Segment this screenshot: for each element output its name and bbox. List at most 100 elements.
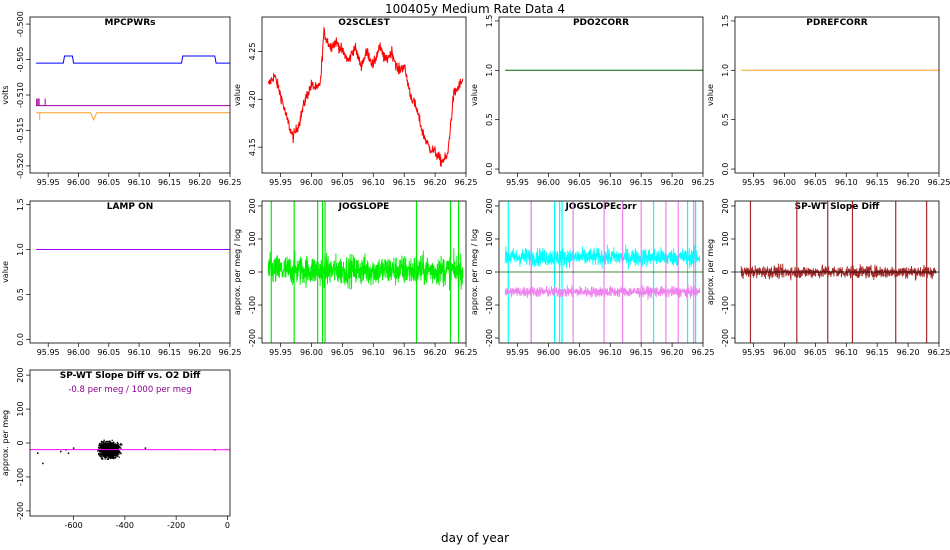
scatter-point xyxy=(118,446,120,448)
scatter-point xyxy=(111,439,113,442)
scatter-point xyxy=(107,455,110,457)
scatter-point xyxy=(100,451,102,453)
y-tick-label: -200 xyxy=(16,502,25,520)
scatter-point xyxy=(115,449,118,451)
y-tick-label: -0.505 xyxy=(16,47,25,73)
x-tick-label: 96.25 xyxy=(219,178,242,187)
y-tick-label: 4.25 xyxy=(248,43,257,61)
x-tick-label: 96.10 xyxy=(835,178,858,187)
y-tick-label: 0.5 xyxy=(16,288,25,301)
scatter-point xyxy=(103,439,105,441)
y-tick-label: 0 xyxy=(721,269,730,274)
scatter-point xyxy=(118,451,120,453)
scatter-point xyxy=(110,454,112,456)
panel-frame xyxy=(261,200,467,344)
y-tick-label: -100 xyxy=(248,296,257,314)
scatter-point xyxy=(109,452,112,455)
y-tick-label: 1.0 xyxy=(485,64,494,77)
panel-title: SP-WT Slope Diff xyxy=(795,202,880,212)
scatter-point xyxy=(72,447,75,449)
scatter-point xyxy=(113,453,115,455)
y-tick-label: 200 xyxy=(485,198,494,213)
scatter-point xyxy=(113,454,116,456)
scatter-point xyxy=(117,447,119,450)
y-tick-label: 100 xyxy=(248,231,257,246)
scatter-point xyxy=(112,455,114,457)
scatter-point xyxy=(60,450,62,453)
plot-area xyxy=(30,439,230,465)
scatter-point xyxy=(99,446,101,448)
scatter-point xyxy=(113,444,115,447)
scatter-point xyxy=(103,451,106,453)
scatter-point xyxy=(103,448,106,450)
x-tick-label: 96.15 xyxy=(158,178,181,187)
scatter-point xyxy=(99,453,101,455)
scatter-point xyxy=(116,453,118,456)
scatter-point xyxy=(109,444,111,446)
panel-p5: LAMP ON value 95.95 96.00 96.05 96.10 96.15 96.… xyxy=(1,198,241,357)
scatter-point xyxy=(117,451,119,454)
scatter-point xyxy=(107,444,109,446)
panel-frame xyxy=(29,200,231,344)
y-tick-label: -0.520 xyxy=(16,153,25,179)
x-tick-label: 96.15 xyxy=(158,348,181,357)
scatter-point xyxy=(100,458,103,460)
scatter-point xyxy=(109,455,111,457)
scatter-point xyxy=(106,451,108,453)
x-tick-label: 96.05 xyxy=(568,178,591,187)
scatter-point xyxy=(109,445,112,447)
scatter-point xyxy=(100,448,102,450)
panel-frame xyxy=(29,369,231,517)
scatter-point xyxy=(106,441,109,443)
scatter-point xyxy=(108,449,110,452)
panel-title: JOGSLOPEcorr xyxy=(564,202,637,212)
y-tick-label: 0.5 xyxy=(721,113,730,126)
scatter-point xyxy=(106,447,108,449)
x-tick-label: 96.05 xyxy=(568,348,591,357)
scatter-point xyxy=(107,451,110,453)
scatter-point xyxy=(115,450,117,452)
y-tick-label: -200 xyxy=(721,329,730,347)
x-tick-label: 96.00 xyxy=(773,348,796,357)
x-tick-label: 96.00 xyxy=(537,178,560,187)
x-tick-label: 96.05 xyxy=(97,348,120,357)
series-line xyxy=(36,112,230,122)
scatter-point xyxy=(114,448,117,450)
x-tick-label: 95.95 xyxy=(506,348,529,357)
x-tick-label: 96.20 xyxy=(661,348,684,357)
panel-frame xyxy=(498,200,704,344)
scatter-point xyxy=(106,452,109,454)
panel-p6: JOGSLOPE approx. per meg / log 95.95 96.00 9… xyxy=(233,198,477,357)
scatter-point xyxy=(105,453,108,455)
scatter-point xyxy=(115,446,117,448)
panel-title: SP-WT Slope Diff vs. O2 Diff xyxy=(60,371,201,381)
scatter-point xyxy=(110,442,112,444)
scatter-point xyxy=(99,449,101,451)
scatter-point xyxy=(109,457,112,460)
scatter-point xyxy=(101,449,103,451)
y-tick-label: -200 xyxy=(248,329,257,347)
x-tick-label: 96.20 xyxy=(661,178,684,187)
scatter-point xyxy=(105,440,108,443)
scatter-point xyxy=(101,450,103,452)
x-tick-label: 96.05 xyxy=(804,348,827,357)
y-tick-label: 100 xyxy=(485,231,494,246)
y-tick-label: 1.0 xyxy=(16,243,25,256)
scatter-point xyxy=(36,452,39,454)
x-tick-label: 96.05 xyxy=(331,348,354,357)
scatter-point xyxy=(116,451,118,453)
scatter-point xyxy=(108,446,111,449)
x-tick-label: 95.95 xyxy=(269,348,292,357)
x-tick-label: 96.10 xyxy=(599,178,622,187)
scatter-point xyxy=(118,456,120,458)
scatter-point xyxy=(101,444,103,446)
scatter-point xyxy=(105,456,107,458)
scatter-point xyxy=(104,458,106,460)
scatter-point xyxy=(113,445,115,448)
scatter-point xyxy=(101,453,103,455)
scatter-point xyxy=(100,454,102,457)
y-tick-label: 100 xyxy=(16,401,25,416)
x-tick-label: 96.25 xyxy=(455,178,478,187)
scatter-point xyxy=(107,458,109,460)
scatter-point xyxy=(111,453,114,455)
